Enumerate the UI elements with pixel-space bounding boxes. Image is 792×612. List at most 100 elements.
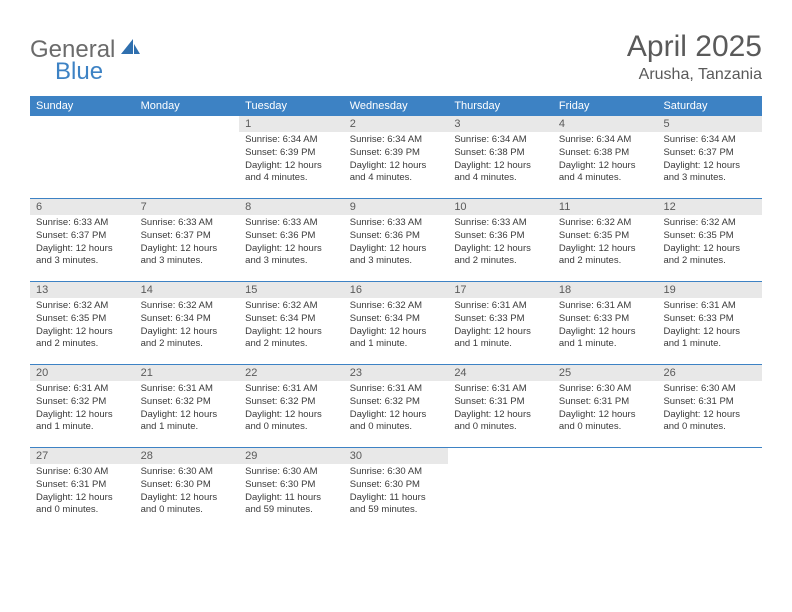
sunrise-text: Sunrise: 6:32 AM <box>350 300 443 313</box>
day-cell: 17Sunrise: 6:31 AMSunset: 6:33 PMDayligh… <box>448 282 553 364</box>
sunset-text: Sunset: 6:32 PM <box>245 396 338 409</box>
day-cell: 7Sunrise: 6:33 AMSunset: 6:37 PMDaylight… <box>135 199 240 281</box>
day-number: 30 <box>344 448 449 464</box>
daylight-text: Daylight: 12 hours and 2 minutes. <box>559 243 652 269</box>
sunrise-text: Sunrise: 6:34 AM <box>245 134 338 147</box>
day-number: 7 <box>135 199 240 215</box>
day-cell: . <box>553 448 658 530</box>
sunset-text: Sunset: 6:35 PM <box>36 313 129 326</box>
day-cell: 25Sunrise: 6:30 AMSunset: 6:31 PMDayligh… <box>553 365 658 447</box>
day-cell: 30Sunrise: 6:30 AMSunset: 6:30 PMDayligh… <box>344 448 449 530</box>
daylight-text: Daylight: 12 hours and 1 minute. <box>350 326 443 352</box>
day-details: Sunrise: 6:30 AMSunset: 6:31 PMDaylight:… <box>657 381 762 438</box>
day-cell: 16Sunrise: 6:32 AMSunset: 6:34 PMDayligh… <box>344 282 449 364</box>
sunrise-text: Sunrise: 6:33 AM <box>245 217 338 230</box>
day-number: 23 <box>344 365 449 381</box>
daylight-text: Daylight: 12 hours and 4 minutes. <box>350 160 443 186</box>
day-cell: 21Sunrise: 6:31 AMSunset: 6:32 PMDayligh… <box>135 365 240 447</box>
day-cell: 26Sunrise: 6:30 AMSunset: 6:31 PMDayligh… <box>657 365 762 447</box>
day-cell: 27Sunrise: 6:30 AMSunset: 6:31 PMDayligh… <box>30 448 135 530</box>
daylight-text: Daylight: 12 hours and 3 minutes. <box>245 243 338 269</box>
sunrise-text: Sunrise: 6:34 AM <box>559 134 652 147</box>
day-details: Sunrise: 6:30 AMSunset: 6:30 PMDaylight:… <box>135 464 240 521</box>
day-number: 12 <box>657 199 762 215</box>
weekday-header: Wednesday <box>344 96 449 116</box>
title-block: April 2025 Arusha, Tanzania <box>627 30 762 84</box>
day-number: 19 <box>657 282 762 298</box>
sunset-text: Sunset: 6:38 PM <box>559 147 652 160</box>
day-cell: 3Sunrise: 6:34 AMSunset: 6:38 PMDaylight… <box>448 116 553 198</box>
day-cell: 5Sunrise: 6:34 AMSunset: 6:37 PMDaylight… <box>657 116 762 198</box>
day-cell: 13Sunrise: 6:32 AMSunset: 6:35 PMDayligh… <box>30 282 135 364</box>
day-details: Sunrise: 6:32 AMSunset: 6:35 PMDaylight:… <box>657 215 762 272</box>
day-number: 26 <box>657 365 762 381</box>
day-details: Sunrise: 6:33 AMSunset: 6:36 PMDaylight:… <box>448 215 553 272</box>
week-row: 20Sunrise: 6:31 AMSunset: 6:32 PMDayligh… <box>30 365 762 448</box>
daylight-text: Daylight: 12 hours and 1 minute. <box>559 326 652 352</box>
daylight-text: Daylight: 12 hours and 2 minutes. <box>663 243 756 269</box>
sunset-text: Sunset: 6:35 PM <box>559 230 652 243</box>
day-details: Sunrise: 6:32 AMSunset: 6:35 PMDaylight:… <box>30 298 135 355</box>
day-number: 27 <box>30 448 135 464</box>
sunrise-text: Sunrise: 6:32 AM <box>559 217 652 230</box>
daylight-text: Daylight: 12 hours and 2 minutes. <box>141 326 234 352</box>
day-number: 18 <box>553 282 658 298</box>
day-details: Sunrise: 6:34 AMSunset: 6:38 PMDaylight:… <box>553 132 658 189</box>
day-cell: 28Sunrise: 6:30 AMSunset: 6:30 PMDayligh… <box>135 448 240 530</box>
sunset-text: Sunset: 6:32 PM <box>350 396 443 409</box>
day-cell: 20Sunrise: 6:31 AMSunset: 6:32 PMDayligh… <box>30 365 135 447</box>
weeks-container: ..1Sunrise: 6:34 AMSunset: 6:39 PMDaylig… <box>30 116 762 530</box>
weekday-header: Thursday <box>448 96 553 116</box>
week-row: 13Sunrise: 6:32 AMSunset: 6:35 PMDayligh… <box>30 282 762 365</box>
day-number: 21 <box>135 365 240 381</box>
logo-text-blue: Blue <box>55 58 103 86</box>
day-number: 17 <box>448 282 553 298</box>
day-details: Sunrise: 6:32 AMSunset: 6:34 PMDaylight:… <box>135 298 240 355</box>
day-number: 20 <box>30 365 135 381</box>
day-details: Sunrise: 6:33 AMSunset: 6:36 PMDaylight:… <box>239 215 344 272</box>
sunrise-text: Sunrise: 6:31 AM <box>245 383 338 396</box>
day-number: 4 <box>553 116 658 132</box>
day-cell: . <box>657 448 762 530</box>
sunset-text: Sunset: 6:37 PM <box>141 230 234 243</box>
sunrise-text: Sunrise: 6:32 AM <box>663 217 756 230</box>
day-cell: . <box>448 448 553 530</box>
sunrise-text: Sunrise: 6:30 AM <box>141 466 234 479</box>
day-cell: 19Sunrise: 6:31 AMSunset: 6:33 PMDayligh… <box>657 282 762 364</box>
sunrise-text: Sunrise: 6:32 AM <box>36 300 129 313</box>
daylight-text: Daylight: 11 hours and 59 minutes. <box>245 492 338 518</box>
day-cell: 10Sunrise: 6:33 AMSunset: 6:36 PMDayligh… <box>448 199 553 281</box>
day-details: Sunrise: 6:30 AMSunset: 6:30 PMDaylight:… <box>239 464 344 521</box>
day-details: Sunrise: 6:33 AMSunset: 6:37 PMDaylight:… <box>30 215 135 272</box>
daylight-text: Daylight: 12 hours and 0 minutes. <box>559 409 652 435</box>
sunrise-text: Sunrise: 6:34 AM <box>350 134 443 147</box>
week-row: 27Sunrise: 6:30 AMSunset: 6:31 PMDayligh… <box>30 448 762 530</box>
sunrise-text: Sunrise: 6:30 AM <box>350 466 443 479</box>
day-cell: 29Sunrise: 6:30 AMSunset: 6:30 PMDayligh… <box>239 448 344 530</box>
day-number: 5 <box>657 116 762 132</box>
weekday-header: Saturday <box>657 96 762 116</box>
page-header: General Blue April 2025 Arusha, Tanzania <box>30 30 762 84</box>
day-details: Sunrise: 6:32 AMSunset: 6:35 PMDaylight:… <box>553 215 658 272</box>
daylight-text: Daylight: 12 hours and 0 minutes. <box>141 492 234 518</box>
day-cell: 11Sunrise: 6:32 AMSunset: 6:35 PMDayligh… <box>553 199 658 281</box>
day-cell: . <box>30 116 135 198</box>
sunset-text: Sunset: 6:36 PM <box>350 230 443 243</box>
calendar-page: General Blue April 2025 Arusha, Tanzania… <box>0 0 792 550</box>
day-cell: 2Sunrise: 6:34 AMSunset: 6:39 PMDaylight… <box>344 116 449 198</box>
daylight-text: Daylight: 12 hours and 1 minute. <box>141 409 234 435</box>
sunset-text: Sunset: 6:32 PM <box>36 396 129 409</box>
sunrise-text: Sunrise: 6:31 AM <box>559 300 652 313</box>
sunset-text: Sunset: 6:31 PM <box>559 396 652 409</box>
day-number: 29 <box>239 448 344 464</box>
sunset-text: Sunset: 6:34 PM <box>141 313 234 326</box>
day-number: 16 <box>344 282 449 298</box>
day-number: 1 <box>239 116 344 132</box>
day-number: 14 <box>135 282 240 298</box>
daylight-text: Daylight: 12 hours and 4 minutes. <box>454 160 547 186</box>
daylight-text: Daylight: 12 hours and 1 minute. <box>454 326 547 352</box>
day-number: 11 <box>553 199 658 215</box>
day-number: 2 <box>344 116 449 132</box>
sunset-text: Sunset: 6:30 PM <box>245 479 338 492</box>
sunrise-text: Sunrise: 6:33 AM <box>350 217 443 230</box>
